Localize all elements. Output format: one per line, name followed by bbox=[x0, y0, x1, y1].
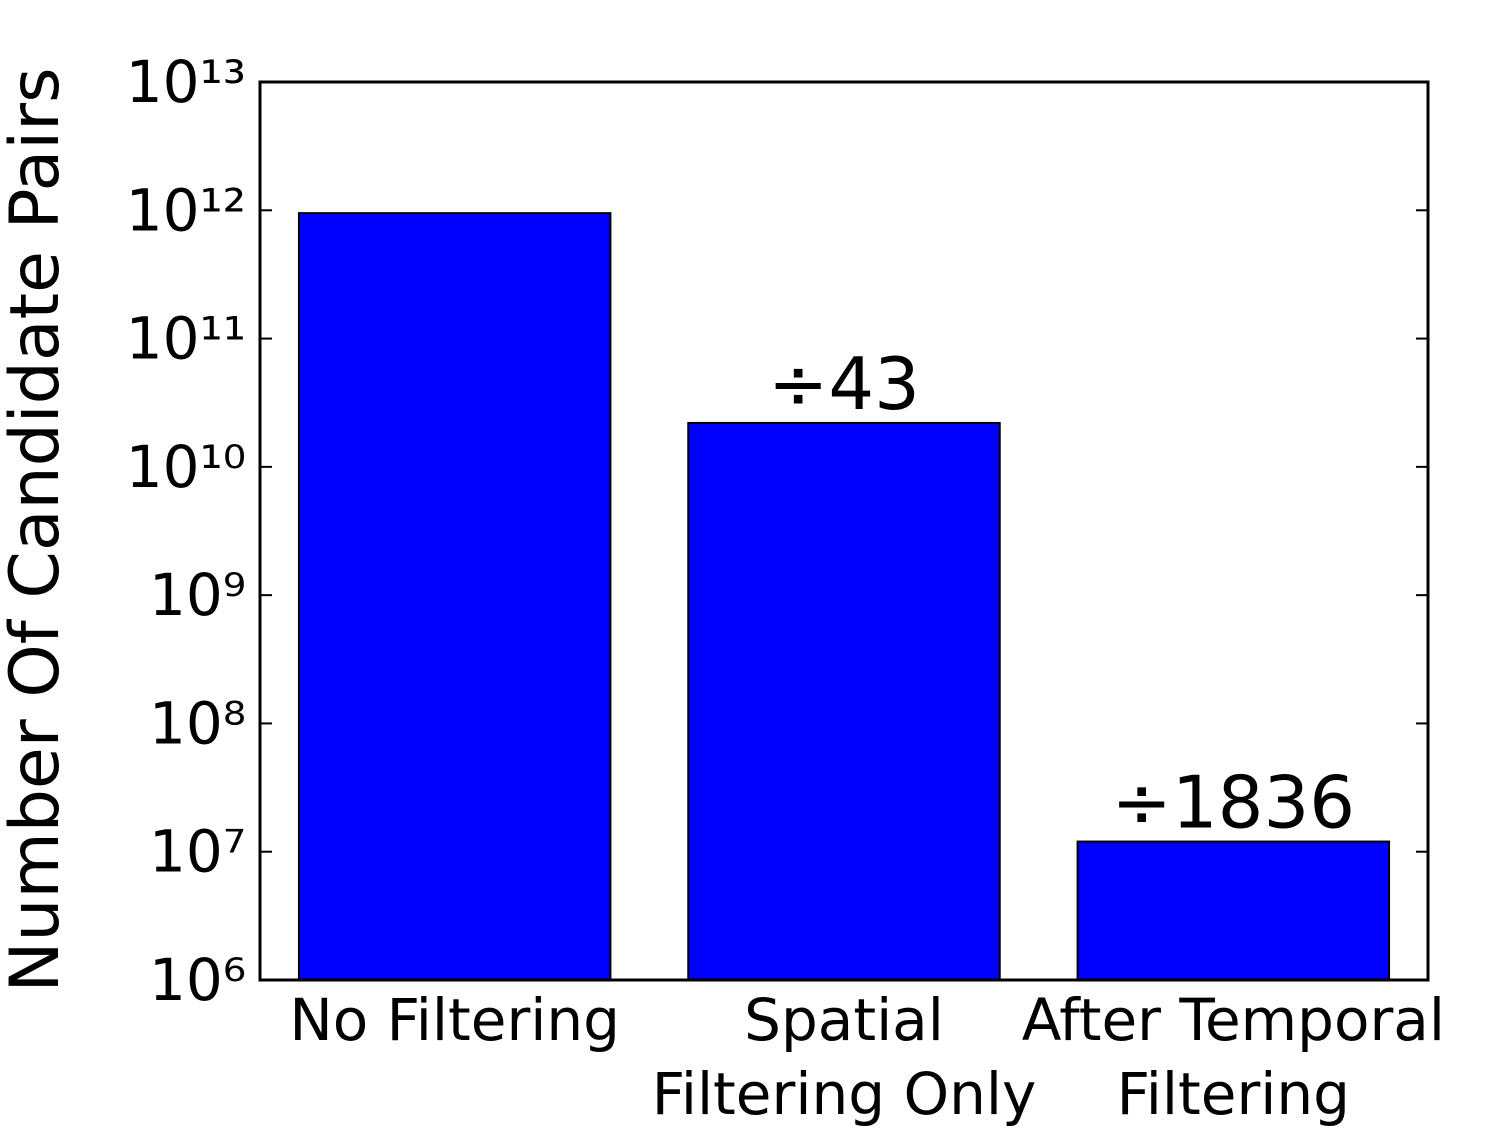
x-tick-label: Spatial bbox=[744, 986, 944, 1054]
y-tick-label: 10¹² bbox=[126, 176, 246, 244]
y-tick-label: 10⁷ bbox=[149, 818, 246, 886]
y-tick-label: 10¹³ bbox=[126, 48, 246, 116]
x-tick-label: After Temporal bbox=[1022, 986, 1445, 1054]
y-tick-label: 10¹¹ bbox=[126, 305, 246, 373]
x-tick-label: Filtering bbox=[1117, 1060, 1350, 1128]
annotation: ÷1836 bbox=[1112, 761, 1356, 845]
x-tick-label: Filtering Only bbox=[652, 1060, 1037, 1128]
y-tick-label: 10⁹ bbox=[149, 561, 246, 629]
y-tick-label: 10⁸ bbox=[149, 689, 246, 757]
y-tick-label: 10¹⁰ bbox=[126, 433, 246, 501]
bar bbox=[687, 421, 1001, 981]
annotation: ÷43 bbox=[768, 342, 920, 426]
bar bbox=[297, 212, 612, 982]
y-tick-label: 10⁶ bbox=[149, 946, 246, 1014]
bar bbox=[1076, 840, 1391, 981]
plot-frame bbox=[258, 80, 1430, 982]
y-axis-label: Number Of Candidate Pairs bbox=[0, 67, 75, 992]
x-tick-label: No Filtering bbox=[289, 986, 620, 1054]
